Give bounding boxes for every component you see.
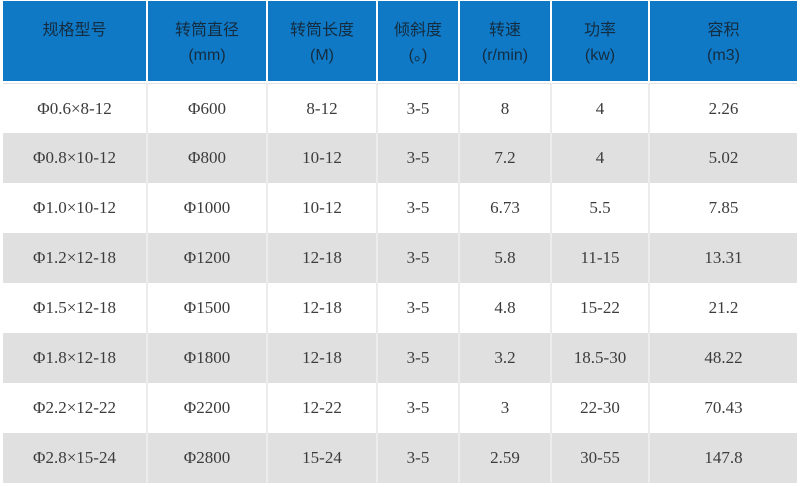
cell-volume: 13.31 bbox=[650, 233, 797, 283]
column-unit: (kw) bbox=[584, 47, 616, 64]
cell-power: 22-30 bbox=[552, 383, 650, 433]
cell-length: 12-18 bbox=[268, 233, 378, 283]
column-header-volume: 容积 (m3) bbox=[650, 1, 797, 83]
column-header-incline: 倾斜度 (。) bbox=[378, 1, 460, 83]
cell-incline: 3-5 bbox=[378, 283, 460, 333]
cell-diameter: Φ2200 bbox=[148, 383, 268, 433]
cell-spec: Φ1.8×12-18 bbox=[3, 333, 148, 383]
cell-spec: Φ0.8×10-12 bbox=[3, 133, 148, 183]
cell-incline: 3-5 bbox=[378, 333, 460, 383]
column-unit: (M) bbox=[310, 47, 334, 64]
cell-incline: 3-5 bbox=[378, 83, 460, 133]
cell-power: 30-55 bbox=[552, 433, 650, 483]
column-title: 转速 bbox=[488, 22, 521, 39]
column-title: 规格型号 bbox=[42, 22, 107, 39]
cell-length: 12-22 bbox=[268, 383, 378, 433]
table-row: Φ1.0×10-12 Φ1000 10-12 3-5 6.73 5.5 7.85 bbox=[3, 183, 797, 233]
cell-spec: Φ2.8×15-24 bbox=[3, 433, 148, 483]
cell-length: 10-12 bbox=[268, 183, 378, 233]
cell-incline: 3-5 bbox=[378, 133, 460, 183]
column-title: 转筒直径 bbox=[174, 22, 239, 39]
cell-volume: 21.2 bbox=[650, 283, 797, 333]
header-row: 规格型号 转筒直径 (mm) 转筒长度 (M) 倾斜度 (。) 转速 (r bbox=[3, 1, 797, 83]
cell-incline: 3-5 bbox=[378, 433, 460, 483]
column-unit: (r/min) bbox=[481, 47, 529, 64]
cell-incline: 3-5 bbox=[378, 183, 460, 233]
cell-diameter: Φ600 bbox=[148, 83, 268, 133]
cell-diameter: Φ2800 bbox=[148, 433, 268, 483]
cell-diameter: Φ800 bbox=[148, 133, 268, 183]
table-row: Φ0.6×8-12 Φ600 8-12 3-5 8 4 2.26 bbox=[3, 83, 797, 133]
cell-power: 11-15 bbox=[552, 233, 650, 283]
table-row: Φ1.2×12-18 Φ1200 12-18 3-5 5.8 11-15 13.… bbox=[3, 233, 797, 283]
cell-power: 4 bbox=[552, 83, 650, 133]
cell-speed: 6.73 bbox=[460, 183, 552, 233]
cell-speed: 4.8 bbox=[460, 283, 552, 333]
cell-volume: 48.22 bbox=[650, 333, 797, 383]
cell-length: 12-18 bbox=[268, 283, 378, 333]
cell-speed: 5.8 bbox=[460, 233, 552, 283]
column-header-spec: 规格型号 bbox=[3, 1, 148, 83]
cell-spec: Φ2.2×12-22 bbox=[3, 383, 148, 433]
cell-volume: 70.43 bbox=[650, 383, 797, 433]
cell-power: 5.5 bbox=[552, 183, 650, 233]
cell-speed: 3.2 bbox=[460, 333, 552, 383]
cell-incline: 3-5 bbox=[378, 383, 460, 433]
cell-length: 15-24 bbox=[268, 433, 378, 483]
cell-spec: Φ1.2×12-18 bbox=[3, 233, 148, 283]
cell-incline: 3-5 bbox=[378, 233, 460, 283]
cell-spec: Φ1.0×10-12 bbox=[3, 183, 148, 233]
cell-power: 4 bbox=[552, 133, 650, 183]
table-row: Φ2.2×12-22 Φ2200 12-22 3-5 3 22-30 70.43 bbox=[3, 383, 797, 433]
column-header-drum-length: 转筒长度 (M) bbox=[268, 1, 378, 83]
cell-diameter: Φ1200 bbox=[148, 233, 268, 283]
spec-table: 规格型号 转筒直径 (mm) 转筒长度 (M) 倾斜度 (。) 转速 (r bbox=[3, 1, 797, 483]
cell-power: 18.5-30 bbox=[552, 333, 650, 383]
column-title: 功率 bbox=[583, 22, 616, 39]
cell-spec: Φ1.5×12-18 bbox=[3, 283, 148, 333]
cell-speed: 2.59 bbox=[460, 433, 552, 483]
cell-diameter: Φ1800 bbox=[148, 333, 268, 383]
cell-power: 15-22 bbox=[552, 283, 650, 333]
cell-length: 8-12 bbox=[268, 83, 378, 133]
table-row: Φ0.8×10-12 Φ800 10-12 3-5 7.2 4 5.02 bbox=[3, 133, 797, 183]
column-header-drum-diameter: 转筒直径 (mm) bbox=[148, 1, 268, 83]
column-title: 倾斜度 bbox=[393, 22, 442, 39]
cell-spec: Φ0.6×8-12 bbox=[3, 83, 148, 133]
column-header-rotation-speed: 转速 (r/min) bbox=[460, 1, 552, 83]
table-row: Φ2.8×15-24 Φ2800 15-24 3-5 2.59 30-55 14… bbox=[3, 433, 797, 483]
column-unit: (mm) bbox=[188, 47, 226, 64]
cell-volume: 147.8 bbox=[650, 433, 797, 483]
column-header-power: 功率 (kw) bbox=[552, 1, 650, 83]
cell-speed: 7.2 bbox=[460, 133, 552, 183]
column-title: 转筒长度 bbox=[289, 22, 354, 39]
table-row: Φ1.5×12-18 Φ1500 12-18 3-5 4.8 15-22 21.… bbox=[3, 283, 797, 333]
table-row: Φ1.8×12-18 Φ1800 12-18 3-5 3.2 18.5-30 4… bbox=[3, 333, 797, 383]
cell-diameter: Φ1500 bbox=[148, 283, 268, 333]
cell-length: 10-12 bbox=[268, 133, 378, 183]
column-unit: (。) bbox=[408, 47, 428, 64]
cell-diameter: Φ1000 bbox=[148, 183, 268, 233]
column-unit: (m3) bbox=[707, 47, 740, 64]
cell-volume: 7.85 bbox=[650, 183, 797, 233]
cell-length: 12-18 bbox=[268, 333, 378, 383]
cell-speed: 3 bbox=[460, 383, 552, 433]
cell-volume: 5.02 bbox=[650, 133, 797, 183]
cell-speed: 8 bbox=[460, 83, 552, 133]
cell-volume: 2.26 bbox=[650, 83, 797, 133]
column-title: 容积 bbox=[707, 22, 740, 39]
